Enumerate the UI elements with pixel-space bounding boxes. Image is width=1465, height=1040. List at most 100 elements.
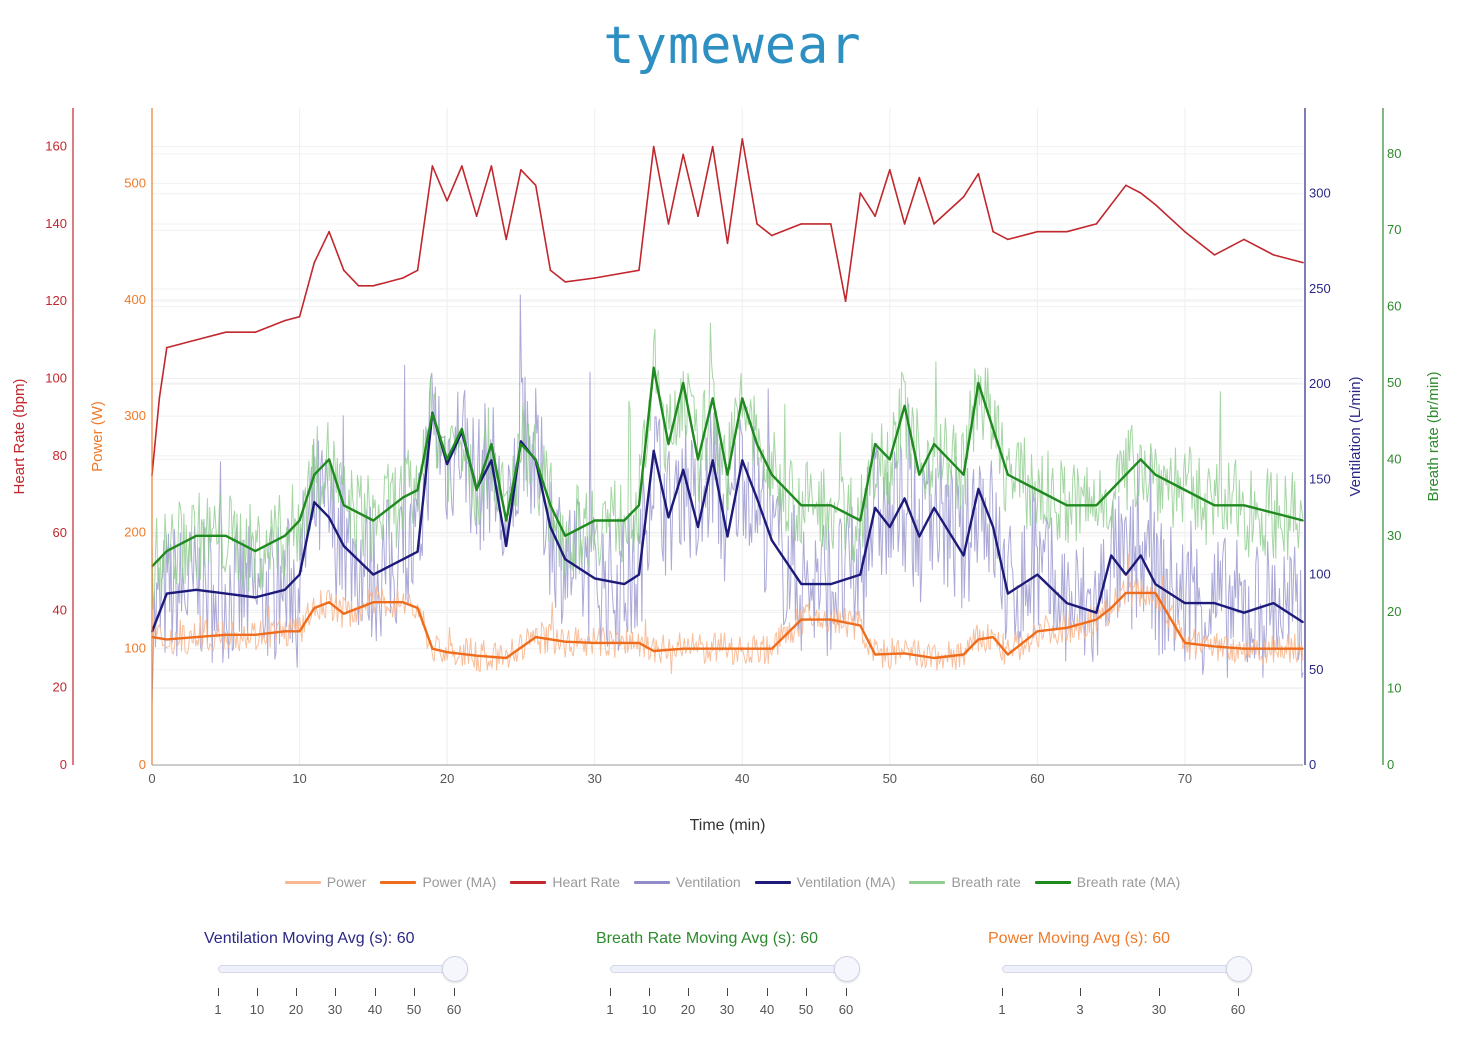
ventilation-ma-point xyxy=(446,463,448,465)
heart-rate-tick-label: 60 xyxy=(53,525,67,540)
heart-rate-point xyxy=(918,176,921,179)
heart-rate-point xyxy=(962,196,965,198)
ventilation-ma-point xyxy=(1302,621,1304,623)
power-ma-point xyxy=(903,652,906,655)
slider-track[interactable] xyxy=(218,965,468,973)
heart-rate-point xyxy=(992,230,994,233)
breath-rate-ma-point xyxy=(1272,512,1275,514)
slider-track[interactable] xyxy=(1002,965,1252,973)
power-ma-point xyxy=(416,607,419,609)
legend-label: Breath rate (MA) xyxy=(1076,874,1181,890)
ventilation-ma-point xyxy=(416,550,419,553)
breath-rate-ma-point xyxy=(770,473,773,476)
breath-rate-ma-point xyxy=(741,397,744,400)
power-ma-point xyxy=(1302,647,1304,650)
legend-swatch xyxy=(284,880,321,884)
legend-item[interactable]: Power xyxy=(284,874,367,890)
legend-label: Power xyxy=(326,874,367,890)
heart-rate-tick-label: 40 xyxy=(53,602,67,617)
breath-rate-ma-point xyxy=(1066,504,1068,507)
breath-rate-ma-point xyxy=(1110,489,1112,491)
breath-rate-tick-label: 0 xyxy=(1387,757,1394,772)
ventilation-ma-point xyxy=(756,497,758,500)
slider-tick-mark xyxy=(454,988,455,996)
heart-rate-point xyxy=(741,138,744,140)
slider-thumb[interactable] xyxy=(442,956,468,982)
ventilation-ma-point xyxy=(328,516,330,519)
power-tick-label: 400 xyxy=(124,292,146,307)
legend-swatch xyxy=(754,880,791,884)
breath-rate-ma-point xyxy=(1036,489,1039,491)
ventilation-ma-point xyxy=(313,501,316,504)
power-ma-point xyxy=(1066,626,1068,629)
power-raw-line xyxy=(151,554,1304,675)
slider-tick-mark xyxy=(727,988,728,996)
breath-rate-ma-point xyxy=(564,535,566,537)
breath-rate-ma-point xyxy=(431,412,434,415)
power-ma-point xyxy=(1184,642,1186,644)
ventilation-ma-point xyxy=(298,573,301,576)
heart-rate-point xyxy=(534,184,537,187)
heart-rate-point xyxy=(328,230,330,233)
legend-item[interactable]: Ventilation xyxy=(634,874,741,890)
breath-rate-ma-slider[interactable]: Breath Rate Moving Avg (s): 60 1 10 20 30 40… xyxy=(596,930,886,1017)
ventilation-ma-slider[interactable]: Ventilation Moving Avg (s): 60 1 10 20 30 40… xyxy=(204,930,494,1017)
breath-rate-ma-point xyxy=(652,366,655,369)
breath-rate-ma-point xyxy=(1007,473,1009,476)
slider-track[interactable] xyxy=(610,965,860,973)
heart-rate-tick-label: 100 xyxy=(45,371,67,386)
heart-rate-point xyxy=(520,169,522,171)
heart-rate-point xyxy=(726,242,729,245)
power-ma-point xyxy=(1110,607,1112,609)
breath-rate-ma-point xyxy=(343,504,345,507)
heart-rate-point xyxy=(638,269,640,272)
power-ma-point xyxy=(741,647,744,650)
heart-rate-point xyxy=(165,346,168,349)
slider-tick-mark xyxy=(846,988,847,996)
ventilation-ma-point xyxy=(165,592,168,595)
power-ma-point xyxy=(165,638,168,641)
legend-item[interactable]: Ventilation (MA) xyxy=(754,874,895,890)
breath-rate-tick-label: 20 xyxy=(1387,604,1401,619)
ventilation-ma-point xyxy=(372,573,375,576)
heart-rate-tick-label: 140 xyxy=(45,216,67,231)
ventilation-ma-point xyxy=(874,507,876,509)
ventilation-ma-point xyxy=(402,558,404,561)
legend-item[interactable]: Heart Rate xyxy=(510,874,620,890)
breath-rate-ma-point xyxy=(682,382,685,384)
power-tick-label: 0 xyxy=(139,757,146,772)
ventilation-ma-point xyxy=(284,589,286,591)
heart-rate-tick-label: 160 xyxy=(45,139,67,154)
breath-rate-ma-point xyxy=(667,443,670,445)
ventilation-ma-point xyxy=(697,526,699,528)
ventilation-ma-point xyxy=(505,545,507,547)
breath-rate-ma-point xyxy=(490,443,493,445)
legend-item[interactable]: Breath rate (MA) xyxy=(1034,874,1181,890)
heart-rate-point xyxy=(1243,238,1245,241)
ventilation-ma-point xyxy=(800,583,803,585)
slider-thumb[interactable] xyxy=(1226,956,1252,982)
heart-rate-point xyxy=(505,238,507,241)
breath-rate-ma-point xyxy=(313,473,316,476)
breath-rate-ma-point xyxy=(829,504,832,507)
ventilation-ma-point xyxy=(593,577,596,580)
breath-rate-ma-point xyxy=(800,504,803,507)
slider-tick-label: 10 xyxy=(641,1002,657,1017)
heart-rate-point xyxy=(1272,254,1275,256)
legend-label: Ventilation xyxy=(676,874,741,890)
legend-item[interactable]: Breath rate xyxy=(909,874,1021,890)
legend-item[interactable]: Power (MA) xyxy=(380,874,496,890)
slider-tick-label: 20 xyxy=(680,1002,696,1017)
slider-tick-label: 50 xyxy=(406,1002,422,1017)
power-ma-point xyxy=(446,651,448,654)
ventilation-ma-point xyxy=(224,592,227,595)
power-ma-point xyxy=(505,657,507,659)
slider-thumb[interactable] xyxy=(834,956,860,982)
slider-tick-label: 60 xyxy=(1230,1002,1246,1017)
breath-rate-ma-point xyxy=(638,504,640,507)
breath-rate-ma-point xyxy=(475,489,478,491)
breath-rate-ma-point xyxy=(372,519,375,522)
power-ma-slider[interactable]: Power Moving Avg (s): 60 1 3 30 60 xyxy=(988,930,1278,1017)
breath-rate-tick-label: 30 xyxy=(1387,528,1401,543)
